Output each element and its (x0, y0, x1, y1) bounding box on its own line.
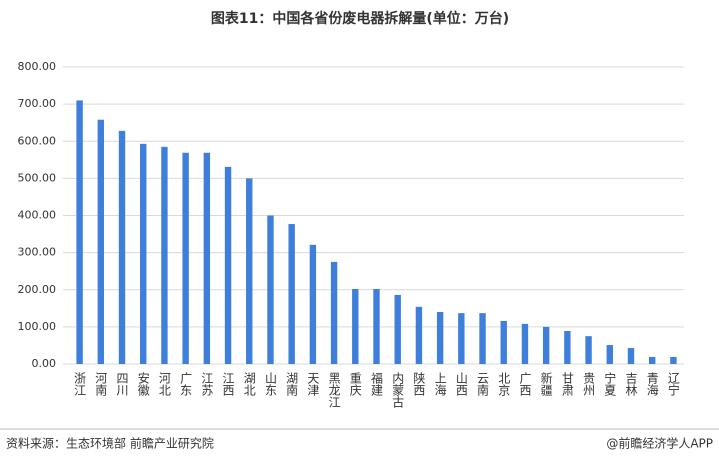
x-tick-label: 广西 (518, 372, 532, 396)
x-tick-label: 河南 (94, 372, 108, 396)
bar (648, 356, 656, 364)
bar (288, 224, 295, 364)
x-tick-label: 广东 (179, 372, 193, 396)
x-tick-label: 北京 (497, 372, 511, 397)
x-tick-label: 福建 (370, 371, 384, 397)
bar (224, 166, 232, 364)
x-tick-label: 江苏 (200, 372, 214, 396)
y-tick-label: 800.00 (18, 60, 57, 73)
y-tick-label: 600.00 (18, 134, 57, 147)
x-tick-label: 宁夏 (603, 371, 617, 396)
chart-title: 图表11：中国各省份废电器拆解量(单位：万台) (211, 10, 509, 27)
x-tick-label: 黑龙江 (327, 372, 341, 408)
y-tick-label: 500.00 (18, 171, 57, 184)
x-tick-label: 湖北 (242, 371, 256, 397)
y-tick-label: 200.00 (18, 283, 57, 296)
bar (415, 306, 423, 364)
bar (246, 178, 253, 364)
y-tick-label: 700.00 (18, 97, 57, 110)
bar (267, 215, 274, 364)
y-tick-label: 100.00 (18, 320, 57, 333)
x-tick-label: 山西 (454, 372, 468, 396)
bar (394, 294, 401, 364)
x-tick-label: 浙江 (73, 372, 87, 396)
bar (97, 119, 105, 364)
x-tick-label: 新疆 (539, 371, 553, 396)
bar (373, 289, 380, 364)
x-tick-label: 内蒙古 (391, 372, 405, 408)
bar (670, 356, 677, 364)
bar (500, 320, 507, 364)
bar (352, 289, 359, 364)
x-tick-label: 湖南 (285, 371, 299, 396)
credit: @前瞻经济学人APP (606, 436, 713, 451)
x-tick-label: 上海 (433, 372, 447, 396)
bar (542, 326, 550, 364)
x-tick-label: 河北 (157, 372, 171, 397)
x-tick-label: 辽宁 (666, 372, 680, 396)
bar (585, 336, 592, 364)
y-tick-label: 0.00 (32, 357, 57, 370)
bar (521, 323, 529, 364)
bar (330, 261, 338, 364)
bar (76, 100, 83, 364)
bar (161, 146, 168, 364)
x-tick-label: 贵州 (582, 372, 596, 396)
bar (436, 312, 444, 364)
bar (458, 313, 465, 364)
bar (627, 348, 635, 364)
bar (309, 244, 317, 364)
bar (118, 130, 126, 364)
bar (140, 143, 147, 364)
x-tick-label: 江西 (221, 372, 235, 396)
bar (564, 330, 571, 364)
y-tick-label: 300.00 (18, 246, 57, 259)
x-tick-label: 四川 (115, 372, 129, 396)
x-tick-label: 天津 (306, 372, 320, 396)
x-tick-label: 陕西 (412, 371, 426, 396)
x-tick-label: 吉林 (624, 372, 638, 396)
bar (479, 313, 486, 364)
x-tick-label: 青海 (645, 372, 659, 396)
x-tick-label: 甘肃 (560, 372, 574, 397)
x-tick-label: 山东 (263, 372, 277, 396)
y-tick-label: 400.00 (18, 209, 57, 222)
bar (203, 152, 211, 364)
x-tick-label: 云南 (476, 372, 490, 396)
source: 资料来源：生态环境部 前瞻产业研究院 (6, 436, 214, 451)
x-tick-label: 安徽 (136, 371, 150, 396)
x-tick-label: 重庆 (348, 372, 362, 396)
bar (606, 345, 613, 364)
bar (182, 152, 189, 364)
